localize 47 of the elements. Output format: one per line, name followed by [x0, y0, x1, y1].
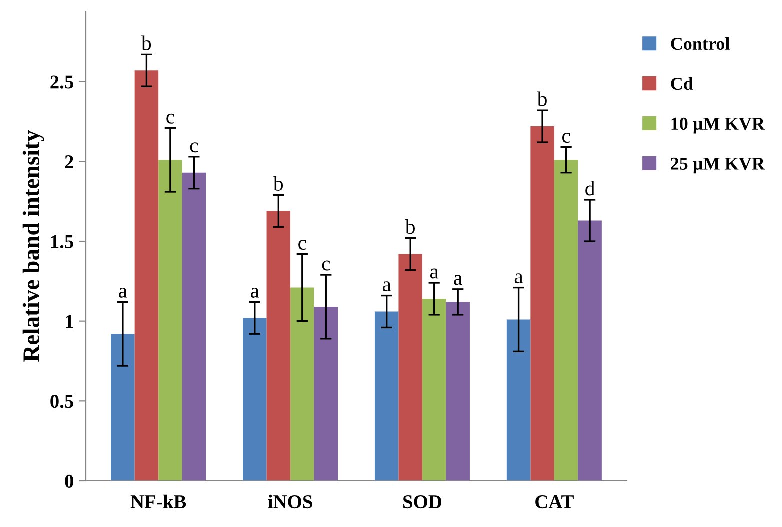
annotation: c: [322, 260, 330, 271]
legend-label: Cd: [671, 77, 694, 90]
annotation: b: [405, 219, 416, 234]
x-tick-label: NF-kB: [130, 494, 186, 508]
legend-label: 25 µM KVR: [671, 158, 766, 174]
bar: [266, 211, 291, 481]
annotation: c: [166, 114, 174, 124]
bar: [578, 220, 602, 481]
annotation: c: [190, 142, 198, 153]
annotation: c: [298, 240, 306, 250]
legend-label: Control: [671, 37, 730, 50]
annotation: a: [251, 288, 260, 298]
annotation: a: [514, 274, 524, 284]
annotation: c: [562, 133, 570, 144]
legend-label: 10 µM KVR: [672, 118, 766, 134]
bar: [554, 160, 578, 481]
bar: [446, 302, 470, 481]
bar: [243, 318, 267, 481]
annotation: b: [273, 176, 284, 191]
annotation: a: [430, 268, 439, 279]
bar: [182, 172, 206, 481]
bar: [422, 298, 446, 481]
bar: [290, 288, 314, 481]
y-axis-title: Relative band intensity: [22, 130, 44, 362]
bar: [506, 320, 531, 481]
y-tick-label: 0: [65, 474, 74, 488]
annotation: a: [454, 275, 462, 286]
annotation: b: [141, 36, 152, 50]
annotation: a: [119, 288, 128, 298]
y-tick-label: 2: [65, 156, 74, 168]
annotation: b: [537, 92, 547, 106]
bar: [374, 312, 399, 481]
x-tick-label: iNOS: [268, 494, 312, 509]
x-tick-label: CAT: [536, 496, 574, 509]
x-tick-label: SOD: [404, 496, 442, 509]
annotation: d: [586, 181, 596, 196]
annotation: a: [382, 282, 392, 292]
bar: [111, 334, 135, 481]
bar: [530, 126, 554, 481]
bar: [314, 306, 338, 481]
bar: [398, 254, 422, 481]
y-tick-label: 0.5: [50, 394, 74, 408]
y-tick-label: 1.5: [51, 235, 74, 249]
y-tick-label: 2.5: [50, 76, 74, 89]
y-tick-label: 1: [66, 315, 74, 328]
bar: [134, 70, 159, 481]
bar: [158, 160, 182, 481]
